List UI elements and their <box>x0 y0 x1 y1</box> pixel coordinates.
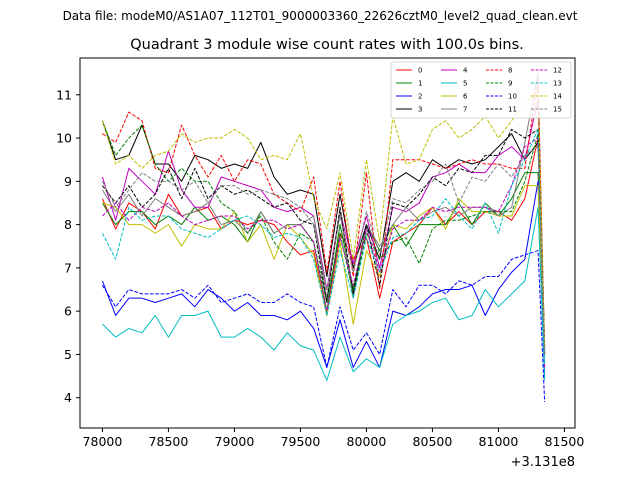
y-axis: 4 5 6 7 8 9 10 11 <box>56 87 80 405</box>
legend-label: 11 <box>508 106 517 114</box>
legend-box <box>390 61 572 119</box>
legend-label: 15 <box>553 106 562 114</box>
series-line-7 <box>102 72 546 351</box>
chart-title: Quadrant 3 module wise count rates with … <box>130 37 524 53</box>
figure-suptitle: Data file: modeM0/AS1A07_112T01_90000033… <box>63 9 578 23</box>
x-tick-label: 78500 <box>149 434 189 449</box>
legend-label: 8 <box>508 67 512 75</box>
series-line-4 <box>101 98 546 346</box>
series-line-8 <box>102 76 546 355</box>
series-layer <box>101 72 546 403</box>
x-tick-label: 79000 <box>215 434 255 449</box>
legend-label: 0 <box>418 67 422 75</box>
x-tick-label: 80500 <box>413 434 453 449</box>
y-tick-label: 6 <box>64 304 72 319</box>
y-tick-label: 8 <box>64 217 72 232</box>
axes-frame <box>79 57 576 429</box>
y-tick-label: 5 <box>64 347 72 362</box>
legend-label: 10 <box>508 93 517 101</box>
y-tick-label: 4 <box>64 390 72 405</box>
series-line-9 <box>101 120 546 355</box>
legend-label: 3 <box>418 106 422 114</box>
series-line-13 <box>101 128 546 364</box>
series-line-10 <box>102 250 546 403</box>
x-tick-label: 81000 <box>479 434 519 449</box>
series-line-14 <box>101 89 546 346</box>
legend-label: 7 <box>463 106 467 114</box>
series-line-6 <box>102 185 546 351</box>
y-tick-label: 10 <box>56 131 72 146</box>
series-line-1 <box>102 172 546 355</box>
x-tick-label: 81500 <box>545 434 585 449</box>
legend-label: 1 <box>418 80 422 88</box>
legend-label: 2 <box>418 93 422 101</box>
y-tick-label: 7 <box>64 260 72 275</box>
legend-label: 14 <box>553 93 562 101</box>
series-line-12 <box>102 137 546 368</box>
series-line-3 <box>101 120 546 346</box>
x-offset-label: +3.131e8 <box>511 455 575 470</box>
legend-label: 6 <box>463 93 468 101</box>
y-tick-label: 9 <box>64 174 72 189</box>
legend-label: 9 <box>508 80 512 88</box>
legend-label: 5 <box>463 80 467 88</box>
x-axis: 78000 78500 79000 79500 80000 80500 81000 81500 <box>83 428 585 449</box>
series-line-15 <box>101 146 546 355</box>
x-tick-label: 78000 <box>83 434 123 449</box>
legend-label: 4 <box>463 67 468 75</box>
series-line-11 <box>102 128 546 355</box>
x-tick-label: 80000 <box>347 434 387 449</box>
legend-label: 12 <box>553 67 562 75</box>
legend-label: 13 <box>553 80 562 88</box>
x-tick-label: 79500 <box>281 434 321 449</box>
series-line-5 <box>102 206 546 381</box>
y-tick-label: 11 <box>56 87 72 102</box>
